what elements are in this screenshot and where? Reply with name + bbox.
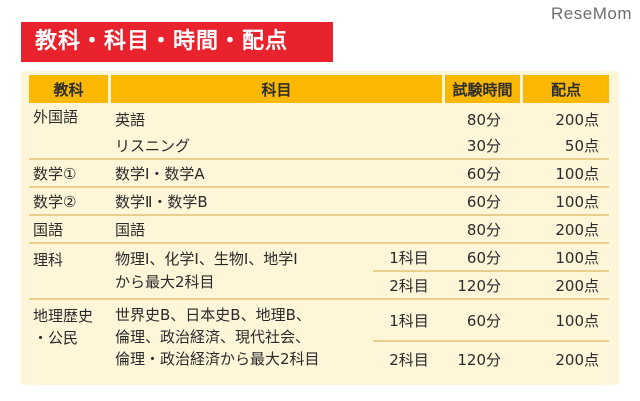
option-science-1: 1科目 <box>373 242 446 270</box>
subject-math1: 数学Ⅰ・数学A <box>111 158 446 186</box>
subject-listening: リスニング <box>115 136 191 155</box>
exam-table: 教科 科目 試験時間 配点 外国語 英語 80分 200点 リスニング 30分 … <box>29 75 610 376</box>
option-science-2: 2科目 <box>373 270 446 298</box>
table-row: 地理歴史 ・公民 世界史B、日本史B、地理B、 倫理、政治経済、現代社会、 倫理… <box>29 298 610 368</box>
time-english: 80分 <box>466 110 502 129</box>
score-science-1: 100点 <box>523 242 610 270</box>
score-listening: 50点 <box>564 136 600 155</box>
score-science-2: 200点 <box>523 270 610 298</box>
subject-science-line2: から最大2科目 <box>115 273 215 291</box>
header-time: 試験時間 <box>445 75 524 103</box>
subject-social: 世界史B、日本史B、地理B、 倫理、政治経済、現代社会、 倫理・政治経済から最大… <box>111 298 373 376</box>
option-social-1: 1科目 <box>373 298 446 340</box>
table-row: 2科目 120分 200点 <box>29 340 610 376</box>
header-category: 教科 <box>29 75 111 103</box>
category-social: 地理歴史 ・公民 <box>29 298 111 376</box>
table-row: 数学① 数学Ⅰ・数学A 60分 100点 <box>29 158 610 186</box>
category-social-line1: 地理歴史 <box>33 307 94 325</box>
subject-japanese: 国語 <box>111 214 446 242</box>
time-listening: 30分 <box>466 136 502 155</box>
score-japanese: 200点 <box>523 214 610 242</box>
category-japanese: 国語 <box>29 214 111 242</box>
category-social-line2: ・公民 <box>33 329 79 347</box>
page-title: 教科・科目・時間・配点 <box>21 22 333 62</box>
table-header-row: 教科 科目 試験時間 配点 <box>29 75 610 103</box>
time-social-1: 60分 <box>445 298 524 340</box>
score-english: 200点 <box>555 110 600 129</box>
score-math1: 100点 <box>523 158 610 186</box>
score-math2: 100点 <box>523 186 610 214</box>
time-science-1: 60分 <box>445 242 524 270</box>
time-science-2: 120分 <box>445 270 524 298</box>
subject-english: 英語 <box>115 110 146 129</box>
category-math1: 数学① <box>29 158 111 186</box>
header-subject: 科目 <box>111 75 446 103</box>
score-social-1: 100点 <box>523 298 610 340</box>
table-row: 理科 物理Ⅰ、化学Ⅰ、生物Ⅰ、地学Ⅰ から最大2科目 1科目 60分 100点 <box>29 242 610 291</box>
subject-social-line2: 倫理、政治経済、現代社会、 <box>115 328 311 346</box>
exam-table-panel: 教科 科目 試験時間 配点 外国語 英語 80分 200点 リスニング 30分 … <box>21 71 619 385</box>
score-social-2: 200点 <box>523 340 610 376</box>
option-social-2: 2科目 <box>373 340 446 376</box>
subject-science: 物理Ⅰ、化学Ⅰ、生物Ⅰ、地学Ⅰ から最大2科目 <box>111 242 373 298</box>
time-social-2: 120分 <box>445 340 524 376</box>
category-foreign: 外国語 <box>33 108 79 126</box>
time-math2: 60分 <box>445 186 524 214</box>
subject-math2: 数学Ⅱ・数学B <box>111 186 446 214</box>
time-math1: 60分 <box>445 158 524 186</box>
category-math2: 数学② <box>29 186 111 214</box>
subject-science-line1: 物理Ⅰ、化学Ⅰ、生物Ⅰ、地学Ⅰ <box>115 250 298 268</box>
watermark-logo: ReseMom <box>551 4 632 23</box>
header-score: 配点 <box>523 75 610 103</box>
table-row: 2科目 120分 200点 <box>29 270 610 298</box>
table-row: リスニング 30分 50点 <box>29 132 609 158</box>
time-japanese: 80分 <box>445 214 524 242</box>
subject-social-line3: 倫理・政治経済から最大2科目 <box>115 350 320 368</box>
subject-social-line1: 世界史B、日本史B、地理B、 <box>115 306 311 324</box>
table-row: 国語 国語 80分 200点 <box>29 214 610 242</box>
category-science: 理科 <box>29 242 111 298</box>
table-row: 外国語 英語 80分 200点 <box>29 103 609 132</box>
table-row: 数学② 数学Ⅱ・数学B 60分 100点 <box>29 186 610 214</box>
